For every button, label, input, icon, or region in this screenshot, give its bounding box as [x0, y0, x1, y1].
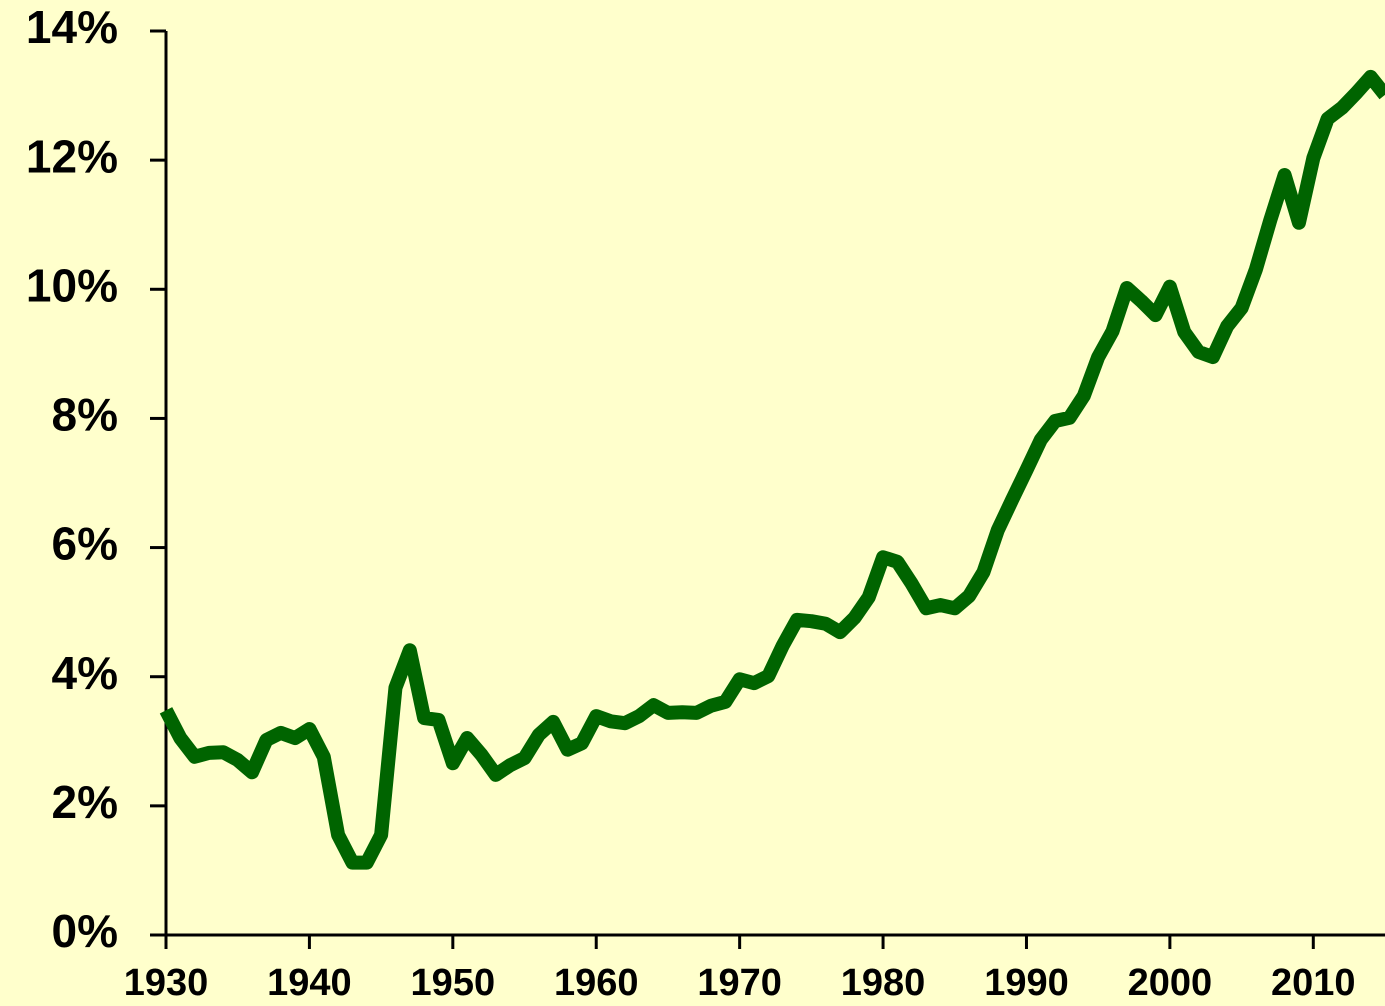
x-tick-label: 1940: [267, 962, 352, 1004]
y-tick-label: 2%: [52, 776, 118, 828]
x-tick-label: 1970: [697, 962, 782, 1004]
x-tick-label: 1930: [124, 962, 209, 1004]
x-tick-label: 1980: [841, 962, 926, 1004]
x-tick-label: 2010: [1271, 962, 1356, 1004]
x-tick-label: 1950: [411, 962, 496, 1004]
y-tick-label: 12%: [26, 130, 118, 182]
data-line: [159, 69, 1385, 870]
y-tick-label: 0%: [52, 905, 118, 957]
y-tick-label: 10%: [26, 259, 118, 311]
y-tick-label: 6%: [52, 518, 118, 570]
y-tick-label: 14%: [26, 1, 118, 53]
x-tick-label: 1990: [984, 962, 1069, 1004]
y-tick-label: 4%: [52, 647, 118, 699]
x-tick-label: 2000: [1128, 962, 1213, 1004]
y-tick-label: 8%: [52, 389, 118, 441]
x-tick-label: 1960: [554, 962, 639, 1004]
